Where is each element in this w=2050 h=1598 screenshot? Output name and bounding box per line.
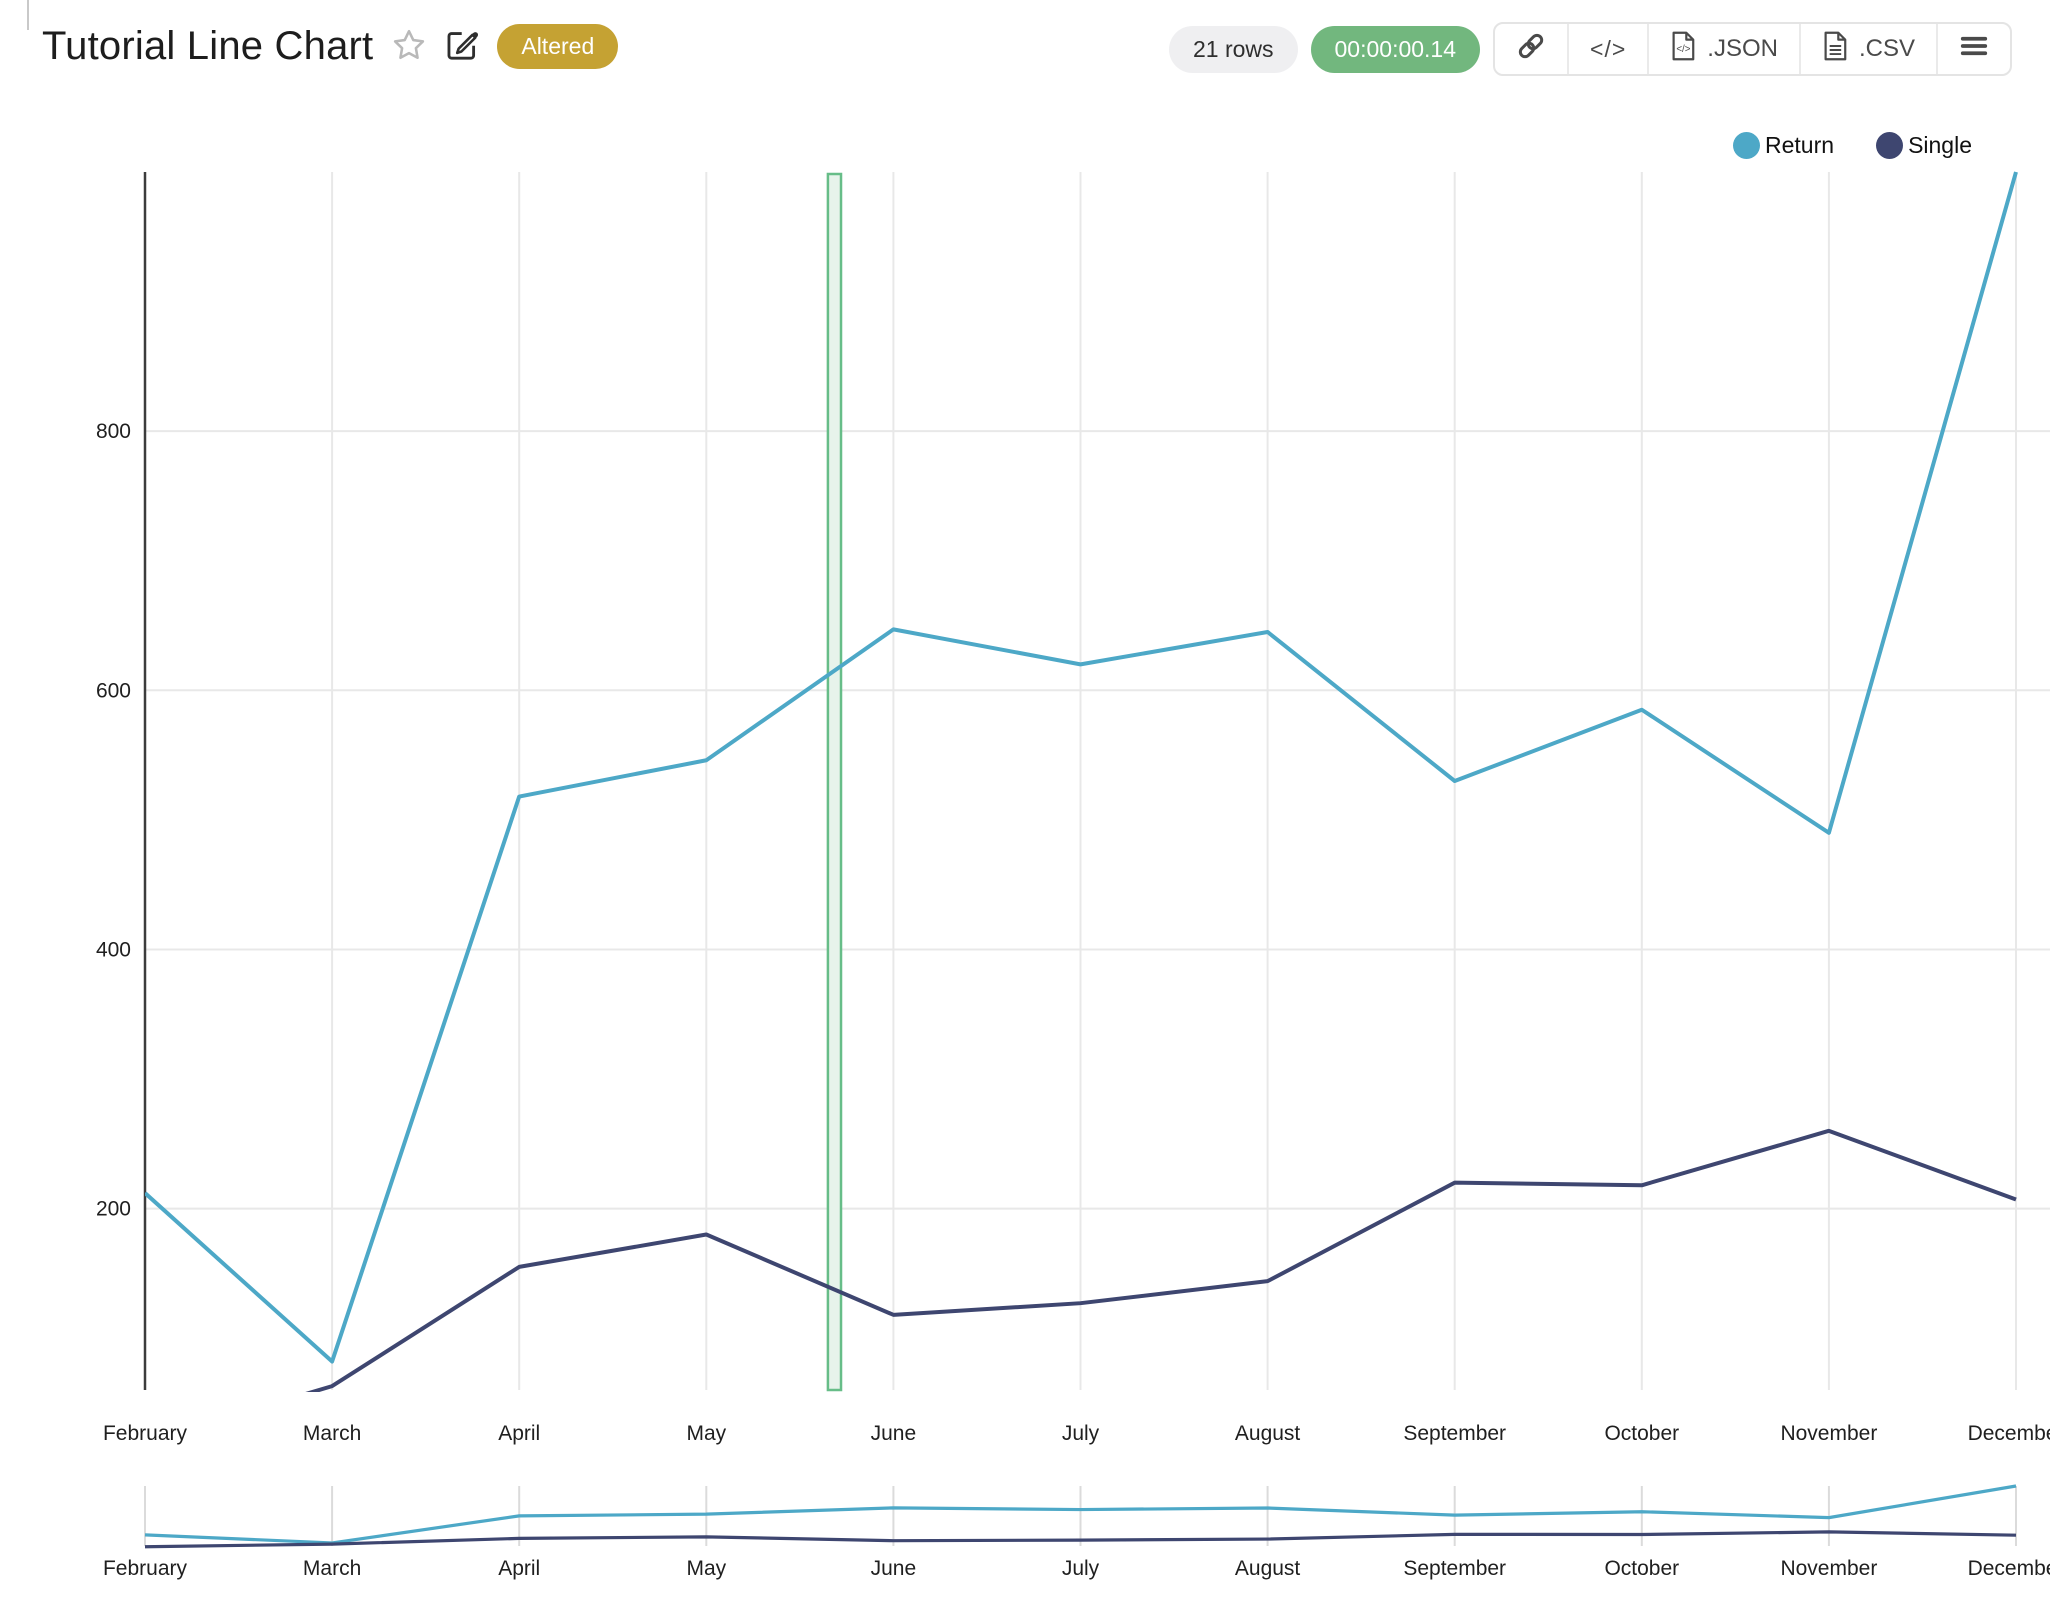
series-line-single — [305, 1128, 2017, 1392]
menu-icon — [1959, 31, 1989, 68]
mini-x-axis-label: September — [1403, 1557, 1506, 1580]
pane-divider — [27, 0, 29, 30]
elapsed-time-pill: 00:00:00.14 — [1310, 25, 1481, 73]
legend-dot-return — [1733, 132, 1761, 159]
legend-label: Return — [1765, 132, 1835, 158]
result-toolbar: 21 rows 00:00:00.14 </> </> — [1168, 22, 2012, 76]
edit-icon — [445, 28, 479, 65]
mini-x-axis-label: August — [1235, 1557, 1301, 1580]
x-axis-label: June — [871, 1422, 917, 1445]
more-menu-button[interactable] — [1936, 24, 2010, 74]
mini-x-axis-label: April — [498, 1557, 540, 1580]
link-icon — [1516, 31, 1546, 68]
mini-x-axis-label: December — [1968, 1557, 2050, 1580]
page-header: Tutorial Line Chart Altered — [42, 14, 619, 78]
x-axis-label: August — [1235, 1422, 1301, 1445]
series-line-return — [145, 171, 2018, 1364]
legend-label: Single — [1908, 132, 1972, 158]
y-axis-label: 800 — [96, 420, 131, 443]
download-csv-button[interactable]: .CSV — [1798, 24, 1936, 74]
mini-x-axis-label: June — [871, 1557, 917, 1580]
x-axis-label: April — [498, 1422, 540, 1445]
star-icon — [391, 27, 427, 66]
mini-series-line-single[interactable] — [144, 1530, 2017, 1549]
x-axis-label: September — [1403, 1422, 1506, 1445]
page-title: Tutorial Line Chart — [42, 23, 374, 68]
x-axis-label: November — [1780, 1422, 1877, 1445]
embed-code-button[interactable]: </> — [1567, 24, 1647, 74]
svg-text:</>: </> — [1677, 43, 1691, 54]
file-csv-icon — [1822, 31, 1850, 68]
export-button-group: </> </> .JSON .CSV — [1493, 22, 2012, 76]
download-json-label: .JSON — [1707, 35, 1778, 62]
code-icon: </> — [1590, 35, 1627, 62]
x-axis-label: October — [1604, 1422, 1679, 1445]
mini-x-axis-label: February — [103, 1557, 188, 1580]
x-axis-label: December — [1968, 1422, 2050, 1445]
chart-legend: Return Single — [1733, 132, 1972, 159]
legend-dot-single — [1876, 132, 1904, 159]
legend-item-return[interactable]: Return — [1733, 132, 1834, 159]
y-axis-label: 400 — [96, 938, 131, 961]
file-json-icon: </> — [1670, 31, 1698, 68]
mini-x-axis-label: May — [686, 1557, 726, 1580]
legend-item-single[interactable]: Single — [1876, 132, 1972, 159]
edit-button[interactable] — [445, 28, 479, 65]
y-axis-label: 600 — [96, 679, 131, 702]
x-axis-label: July — [1062, 1422, 1100, 1445]
x-axis-label: March — [303, 1422, 361, 1445]
y-axis-label: 200 — [96, 1198, 131, 1221]
mini-x-axis-label: November — [1780, 1557, 1877, 1580]
mini-series-line-return[interactable] — [144, 1484, 2017, 1545]
row-count-pill: 21 rows — [1168, 25, 1298, 73]
mini-x-axis-label: March — [303, 1557, 361, 1580]
mini-x-axis-label: July — [1062, 1557, 1100, 1580]
x-axis-label: May — [686, 1422, 726, 1445]
highlight-band[interactable] — [826, 172, 843, 1392]
download-csv-label: .CSV — [1858, 35, 1915, 62]
x-axis-label: February — [103, 1422, 188, 1445]
download-json-button[interactable]: </> .JSON — [1647, 24, 1799, 74]
mini-x-axis-label: October — [1604, 1557, 1679, 1580]
favorite-star-button[interactable] — [391, 27, 427, 66]
status-badge: Altered — [497, 23, 619, 69]
copy-link-button[interactable] — [1495, 24, 1567, 74]
